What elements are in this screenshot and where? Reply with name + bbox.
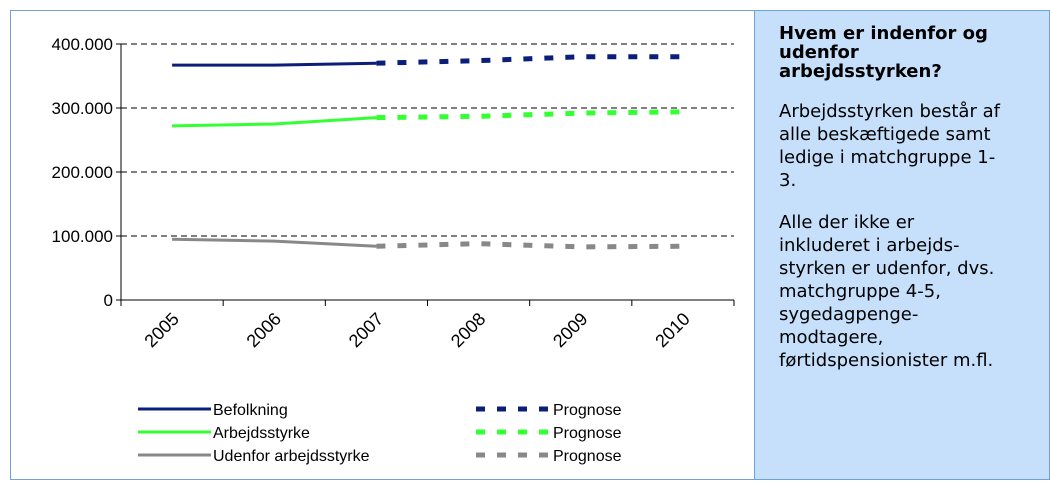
- x-tick-label: 2010: [651, 309, 693, 351]
- info-title: Hvem er indenfor og udenfor arbejdsstyrk…: [779, 23, 988, 82]
- legend-label: Befolkning: [213, 402, 288, 419]
- x-tick-label: 2009: [549, 309, 591, 351]
- info-paragraph-2: Alle der ikke er inkluderet i arbejds- s…: [779, 212, 995, 371]
- legend-label: Udenfor arbejdsstyrke: [213, 448, 370, 465]
- forecast-line: [376, 109, 683, 121]
- x-tick-label: 2006: [243, 309, 285, 351]
- forecast-line: [376, 54, 683, 66]
- y-tick-label: 400.000: [52, 35, 113, 54]
- y-tick-label: 200.000: [52, 163, 113, 182]
- chart-panel: 0 100.000 200.000 300.000 400.000 2005 2006 200…: [10, 10, 755, 480]
- legend-label-forecast: Prognose: [553, 402, 622, 419]
- forecast-line: [376, 241, 683, 250]
- y-tick-label: 300.000: [52, 99, 113, 118]
- y-tick-label: 100.000: [52, 227, 113, 246]
- line-chart: 0 100.000 200.000 300.000 400.000 2005 2006 200…: [52, 35, 735, 465]
- legend-label: Arbejdsstyrke: [213, 425, 310, 442]
- x-tick-label: 2007: [345, 309, 387, 351]
- legend-label-forecast: Prognose: [553, 425, 622, 442]
- series-line: [172, 237, 377, 248]
- info-panel: Hvem er indenfor og udenfor arbejdsstyrk…: [754, 10, 1050, 480]
- series-line: [172, 116, 377, 128]
- series-line: [172, 61, 377, 67]
- info-paragraph-1: Arbejdsstyrken består af alle beskæftige…: [779, 101, 1000, 191]
- x-tick-label: 2005: [140, 309, 182, 351]
- y-tick-label: 0: [104, 291, 113, 310]
- x-tick-label: 2008: [447, 309, 489, 351]
- legend-label-forecast: Prognose: [553, 448, 622, 465]
